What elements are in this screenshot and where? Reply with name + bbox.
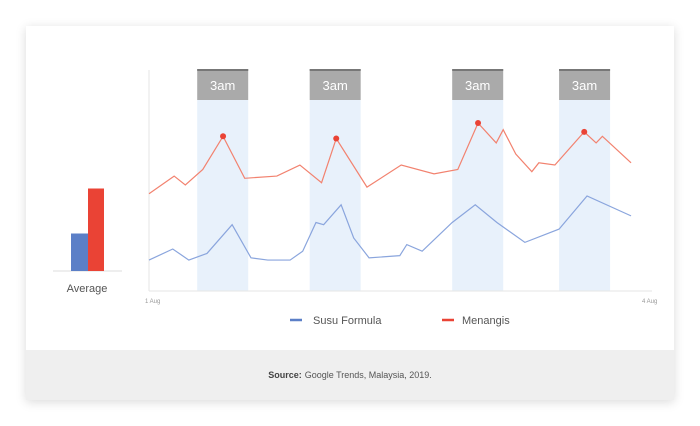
peak-marker — [220, 133, 227, 140]
band-label-box — [559, 69, 611, 100]
night-band — [309, 100, 361, 291]
average-bar — [71, 233, 88, 271]
band-label: 3am — [572, 78, 597, 93]
night-band — [559, 100, 611, 291]
peak-marker — [581, 128, 588, 135]
band-label: 3am — [323, 78, 348, 93]
band-label: 3am — [465, 78, 490, 93]
x-tick-label: 4 Aug — [642, 299, 657, 305]
trend-chart: 3am 3am 3am 3am 1 Aug 4 Aug Susu Formula Menang… — [53, 69, 657, 327]
chart-card: 3am 3am 3am 3am 1 Aug 4 Aug Susu Formula Menang… — [26, 26, 674, 400]
average-label: Average — [67, 283, 108, 295]
band-label-topline — [197, 69, 249, 71]
source-footer: Source: Google Trends, Malaysia, 2019. — [26, 350, 674, 400]
peak-marker — [333, 135, 340, 142]
band-label-topline — [309, 69, 361, 71]
band-label: 3am — [210, 78, 235, 93]
night-band — [197, 100, 249, 291]
band-label-box — [452, 69, 504, 100]
night-band — [452, 100, 504, 291]
band-label-topline — [452, 69, 504, 71]
legend-label: Susu Formula — [313, 315, 382, 327]
source-text: Google Trends, Malaysia, 2019. — [304, 370, 432, 380]
source-label: Source: — [268, 370, 302, 380]
peak-marker — [475, 120, 482, 127]
x-tick-label: 1 Aug — [145, 299, 160, 305]
band-label-topline — [559, 69, 611, 71]
legend-label: Menangis — [462, 315, 510, 327]
average-bar — [88, 188, 104, 271]
band-label-box — [197, 69, 249, 100]
series-line-susu-formula — [148, 195, 632, 261]
band-label-box — [309, 69, 361, 100]
